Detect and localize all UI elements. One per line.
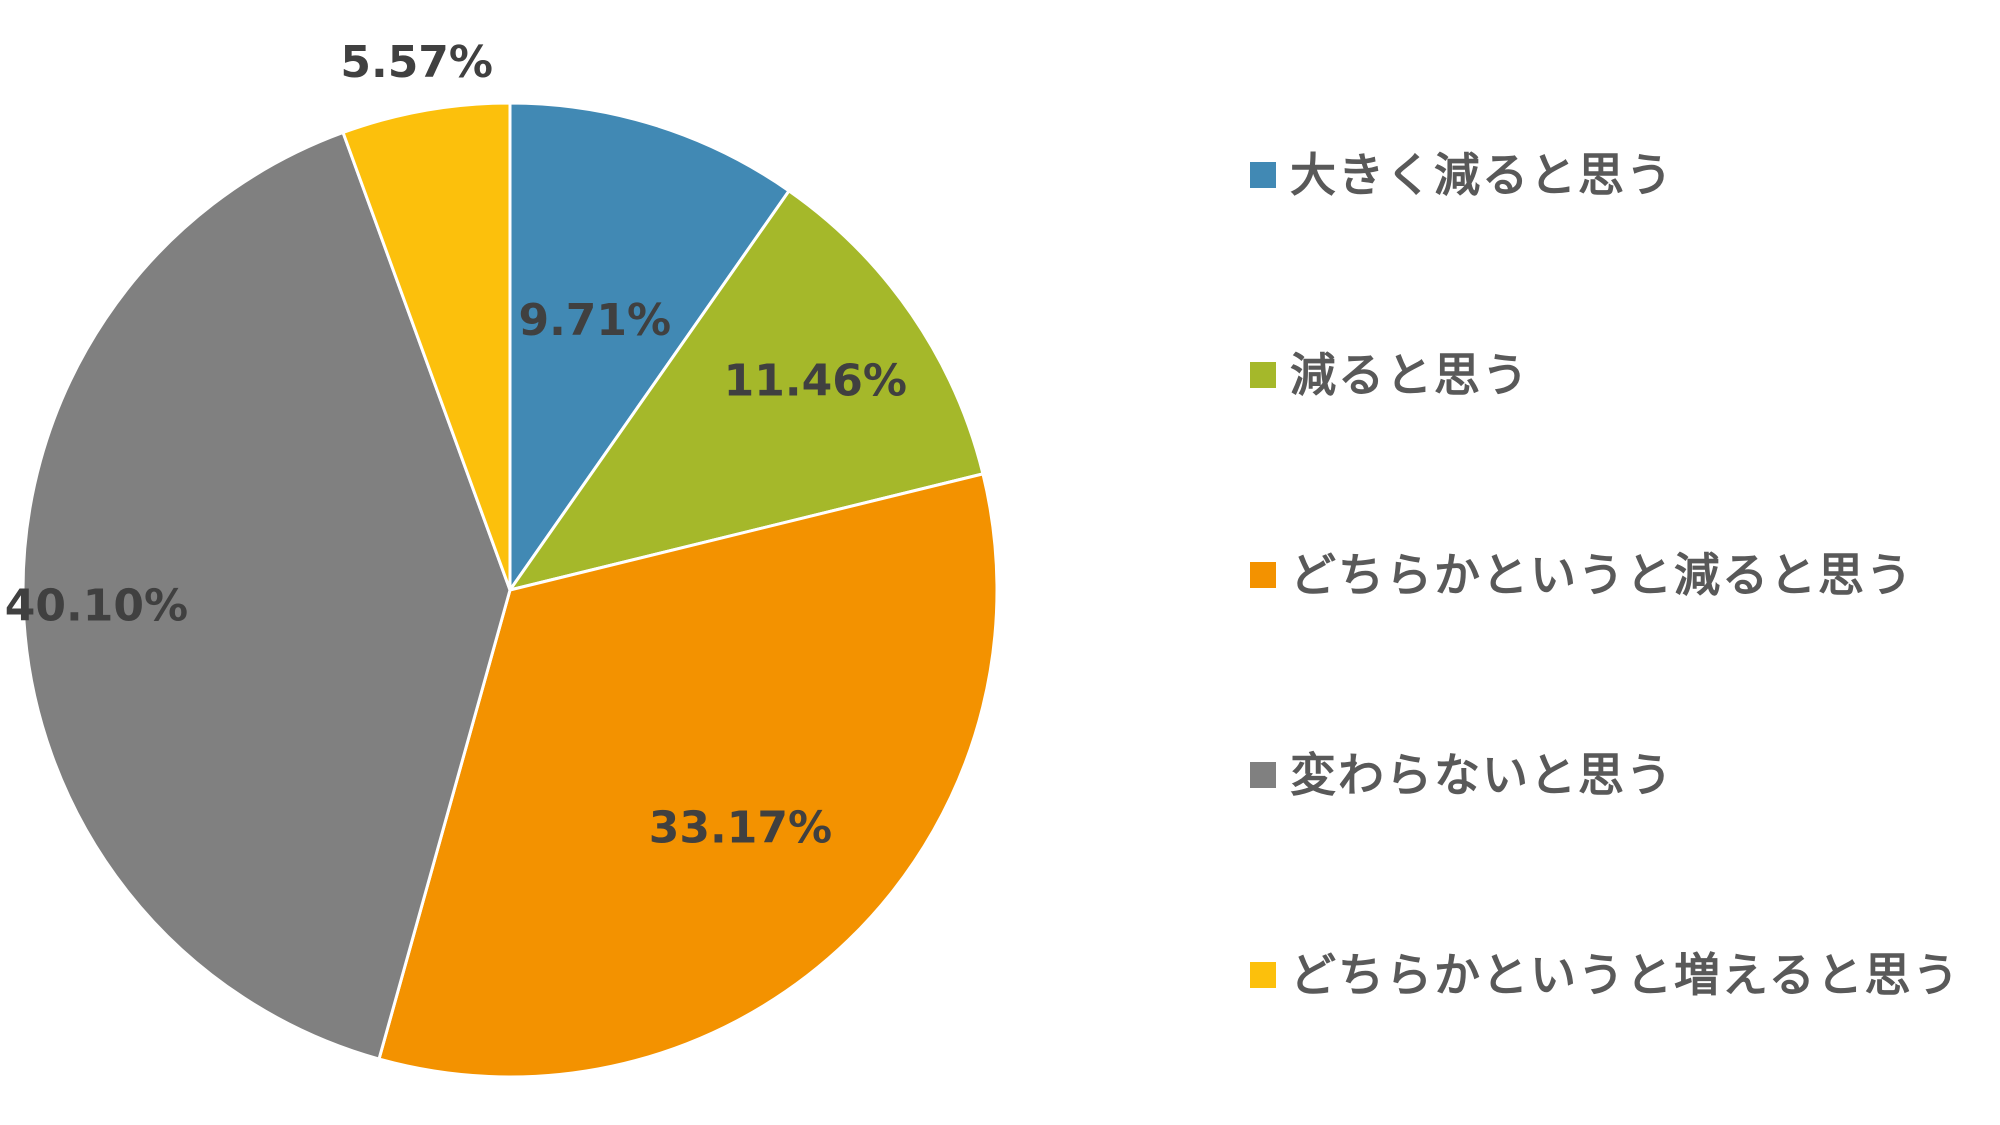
legend-label-3: 変わらないと思う [1290,748,1674,802]
legend-label-4: どちらかというと増えると思う [1290,948,1961,1002]
legend-label-0: 大きく減ると思う [1290,148,1674,202]
legend-label-2: どちらかというと減ると思う [1290,548,1914,602]
legend-swatch-1 [1250,362,1276,388]
pie-slice-2 [377,472,999,1079]
pie-slice-3 [21,131,512,1061]
legend-item-3: 変わらないと思う [1250,748,1674,802]
legend-swatch-2 [1250,562,1276,588]
data-label-3: 40.10% [5,581,188,632]
legend-item-4: どちらかというと増えると思う [1250,948,1961,1002]
legend-label-1: 減ると思う [1290,348,1530,402]
pie-slices [21,101,999,1079]
data-label-4: 5.57% [340,37,493,88]
data-label-1: 11.46% [724,355,907,406]
pie-slice-0 [508,101,791,592]
data-label-2: 33.17% [649,802,832,853]
legend-item-2: どちらかというと減ると思う [1250,548,1914,602]
legend-item-1: 減ると思う [1250,348,1530,402]
legend-swatch-3 [1250,762,1276,788]
legend-swatch-4 [1250,962,1276,988]
legend-item-0: 大きく減ると思う [1250,148,1674,202]
data-label-0: 9.71% [518,295,671,346]
pie-data-labels: 9.71% 11.46% 33.17% 40.10% 5.57% [5,37,907,853]
legend-swatch-0 [1250,162,1276,188]
pie-slice-1 [508,189,985,592]
pie-slice-4 [341,101,512,592]
legend: 大きく減ると思う減ると思うどちらかというと減ると思う変わらないと思うどちらかとい… [1250,148,1961,1002]
